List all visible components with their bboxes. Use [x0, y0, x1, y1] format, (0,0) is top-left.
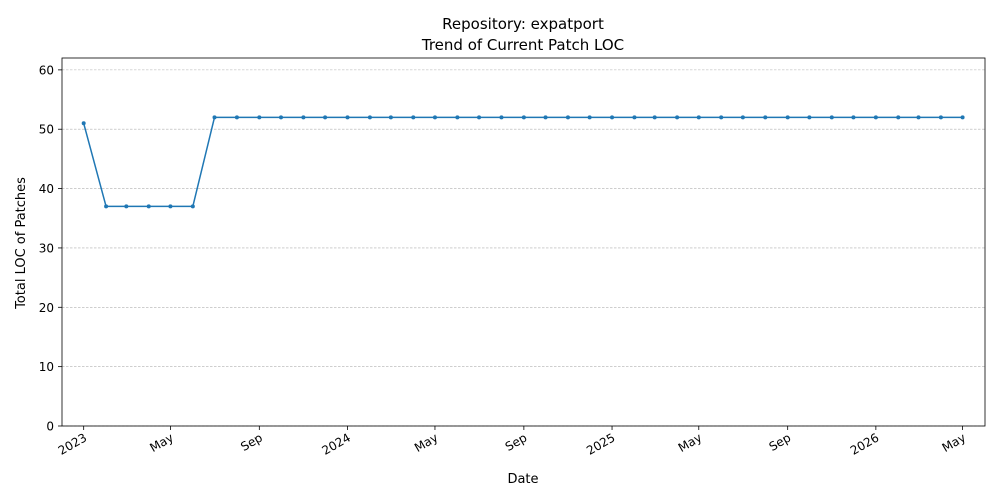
data-point	[829, 115, 834, 120]
data-point	[851, 115, 856, 120]
data-point	[301, 115, 306, 120]
x-tick-label: 2025	[584, 430, 617, 457]
series-line-layer	[82, 116, 963, 208]
x-tick-label: 2026	[848, 430, 881, 457]
x-tick-label: 2023	[56, 430, 89, 457]
grid-lines	[62, 69, 985, 427]
data-point	[587, 115, 592, 120]
x-tick-label: Sep	[238, 430, 265, 453]
x-tick-label: May	[940, 430, 968, 455]
data-point	[873, 115, 878, 120]
x-tick-label: May	[676, 430, 704, 455]
data-point	[499, 115, 504, 120]
data-point	[632, 115, 637, 120]
x-tick-label: May	[147, 430, 175, 455]
data-point	[146, 204, 151, 209]
data-point	[367, 115, 372, 120]
data-point	[257, 115, 262, 120]
data-point	[543, 115, 548, 120]
x-tick-label: May	[412, 430, 440, 455]
y-tick-label: 50	[39, 123, 54, 137]
y-axis-label: Total LOC of Patches	[14, 177, 29, 310]
data-point	[81, 121, 86, 126]
chart-title: Repository: expatport	[442, 15, 604, 33]
data-point	[432, 115, 437, 120]
y-tick-label: 20	[39, 301, 54, 315]
data-point	[124, 204, 129, 209]
x-tick-label: 2024	[320, 430, 353, 457]
data-point	[455, 115, 460, 120]
data-point	[104, 204, 109, 209]
data-point	[610, 115, 615, 120]
x-tick-label: Sep	[767, 430, 794, 453]
data-point	[345, 115, 350, 120]
x-tick-label: Sep	[503, 430, 530, 453]
data-point	[521, 115, 526, 120]
x-axis-label: Date	[507, 472, 538, 487]
plot-frame	[61, 57, 986, 427]
data-point	[916, 115, 921, 120]
data-point	[388, 115, 393, 120]
data-point	[740, 115, 745, 120]
data-point	[168, 204, 173, 209]
y-tick-label: 10	[39, 360, 54, 374]
y-tick-label: 0	[46, 420, 54, 434]
chart-subtitle: Trend of Current Patch LOC	[421, 36, 624, 54]
data-point	[785, 115, 790, 120]
data-points	[81, 115, 965, 209]
data-point	[323, 115, 328, 120]
y-tick-label: 60	[39, 63, 54, 77]
data-point	[652, 115, 657, 120]
data-point	[279, 115, 284, 120]
y-tick-label: 30	[39, 241, 54, 255]
data-point	[212, 115, 217, 120]
data-point	[763, 115, 768, 120]
data-point	[477, 115, 482, 120]
data-point	[807, 115, 812, 120]
data-point	[719, 115, 724, 120]
data-point	[411, 115, 416, 120]
data-point	[234, 115, 239, 120]
data-point	[696, 115, 701, 120]
data-point	[896, 115, 901, 120]
data-point	[565, 115, 570, 120]
y-tick-label: 40	[39, 182, 54, 196]
data-point	[675, 115, 680, 120]
data-point	[938, 115, 943, 120]
series-line	[82, 116, 963, 208]
data-point	[190, 204, 195, 209]
data-point	[960, 115, 965, 120]
